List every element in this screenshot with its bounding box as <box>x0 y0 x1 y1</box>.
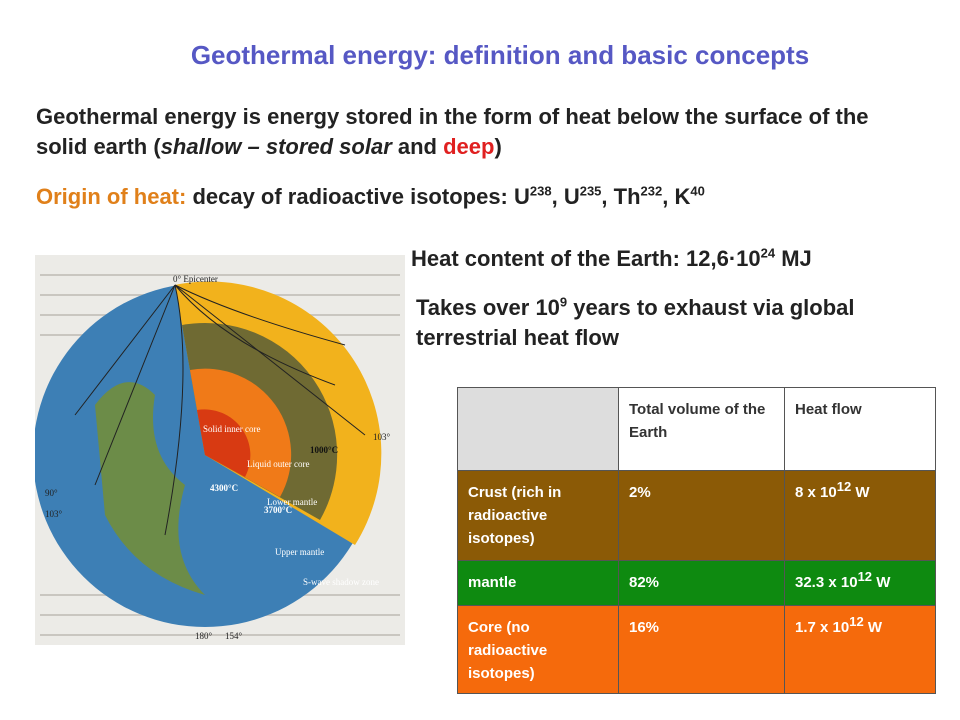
label: Lower mantle <box>267 497 317 507</box>
title: Geothermal energy: definition and basic … <box>190 40 810 70</box>
header: Heat flow <box>784 387 936 471</box>
base: 8 x 10 <box>795 484 837 501</box>
label: 154° <box>225 631 243 641</box>
shallow: shallow – stored solar <box>160 134 392 159</box>
symbol: Th <box>613 184 641 209</box>
separator: , <box>601 184 614 209</box>
label: Origin of heat: <box>36 184 187 209</box>
label: 103° <box>45 509 63 519</box>
header-row: Total volume of the Earth Heat flow <box>457 387 936 471</box>
label: Liquid outer core <box>247 459 309 469</box>
label: Upper mantle <box>275 547 324 557</box>
header: Total volume of the Earth <box>618 387 785 471</box>
inner-core <box>197 409 251 477</box>
heat-content: Heat content of the Earth: 12,6·1024 MJ <box>411 244 812 274</box>
row: Core (no radioactive isotopes) 16% 1.7 x 1… <box>457 605 936 694</box>
cell: 16% <box>618 605 785 694</box>
exp: 12 <box>836 479 852 494</box>
cell: Crust (rich in radioactive isotopes) <box>457 470 619 561</box>
symbol: U <box>563 184 580 209</box>
cell: 82% <box>618 560 785 606</box>
exp: 24 <box>760 245 776 261</box>
separator: , <box>662 184 675 209</box>
separator: , <box>551 184 564 209</box>
base: 1.7 x 10 <box>795 619 850 636</box>
symbol: U <box>514 184 530 209</box>
definition: Geothermal energy is energy stored in th… <box>36 102 876 162</box>
page-lines <box>40 274 400 636</box>
text: Takes over 10 <box>416 295 560 320</box>
rays <box>74 284 366 536</box>
temperature: 4300°C <box>210 483 238 493</box>
unit: W <box>851 484 870 501</box>
exhaust: Takes over 109 years to exhaust via glob… <box>416 293 960 353</box>
exp: 12 <box>857 569 873 584</box>
earth-figure: 0° Epicenter 103° 90° 103° 180° 154° Solid inn… <box>35 255 405 645</box>
row: mantle 82% 32.3 x 1012 W <box>457 560 936 606</box>
label: 180° <box>195 631 213 641</box>
row: Crust (rich in radioactive isotopes) 2% 8 … <box>457 470 936 561</box>
exp: 9 <box>559 294 568 310</box>
text: Geothermal energy is energy stored in th… <box>36 104 869 159</box>
cell: 2% <box>618 470 785 561</box>
mass: 232 <box>640 183 663 199</box>
unit: W <box>872 574 891 591</box>
mass: 235 <box>579 183 602 199</box>
cell: 8 x 1012 W <box>784 470 936 561</box>
table: Total volume of the Earth Heat flow Crus… <box>457 387 936 694</box>
deep: deep <box>443 134 495 159</box>
text: years to exhaust via global terrestrial … <box>416 295 855 350</box>
text: Heat content of the Earth: 12,6·10 <box>411 246 761 271</box>
label: 90° <box>45 488 58 498</box>
exp: 12 <box>849 614 864 629</box>
base: 32.3 x 10 <box>795 574 858 591</box>
cell: mantle <box>457 560 619 606</box>
land <box>95 382 205 595</box>
text: and <box>391 134 444 159</box>
text: ) <box>494 134 502 159</box>
label: 103° <box>373 432 391 442</box>
cell: Core (no radioactive isotopes) <box>457 605 619 694</box>
label: Solid inner core <box>203 424 261 434</box>
corner <box>457 387 619 471</box>
temperature: 1000°C <box>310 445 338 455</box>
text: MJ <box>775 246 812 271</box>
label: 0° Epicenter <box>173 274 218 284</box>
mass: 238 <box>529 183 552 199</box>
mass: 40 <box>690 183 705 199</box>
cell: 32.3 x 1012 W <box>784 560 936 606</box>
origin: Origin of heat: decay of radioactive iso… <box>36 182 936 212</box>
labels: 0° Epicenter 103° 90° 103° 180° 154° Solid inn… <box>45 274 391 641</box>
cell: 1.7 x 1012 W <box>784 605 936 694</box>
unit: W <box>863 619 883 636</box>
temperature: 3700°C <box>264 505 292 515</box>
symbol: K <box>674 184 691 209</box>
text: decay of radioactive isotopes: <box>186 184 514 209</box>
label: S-wave shadow zone <box>303 577 379 587</box>
